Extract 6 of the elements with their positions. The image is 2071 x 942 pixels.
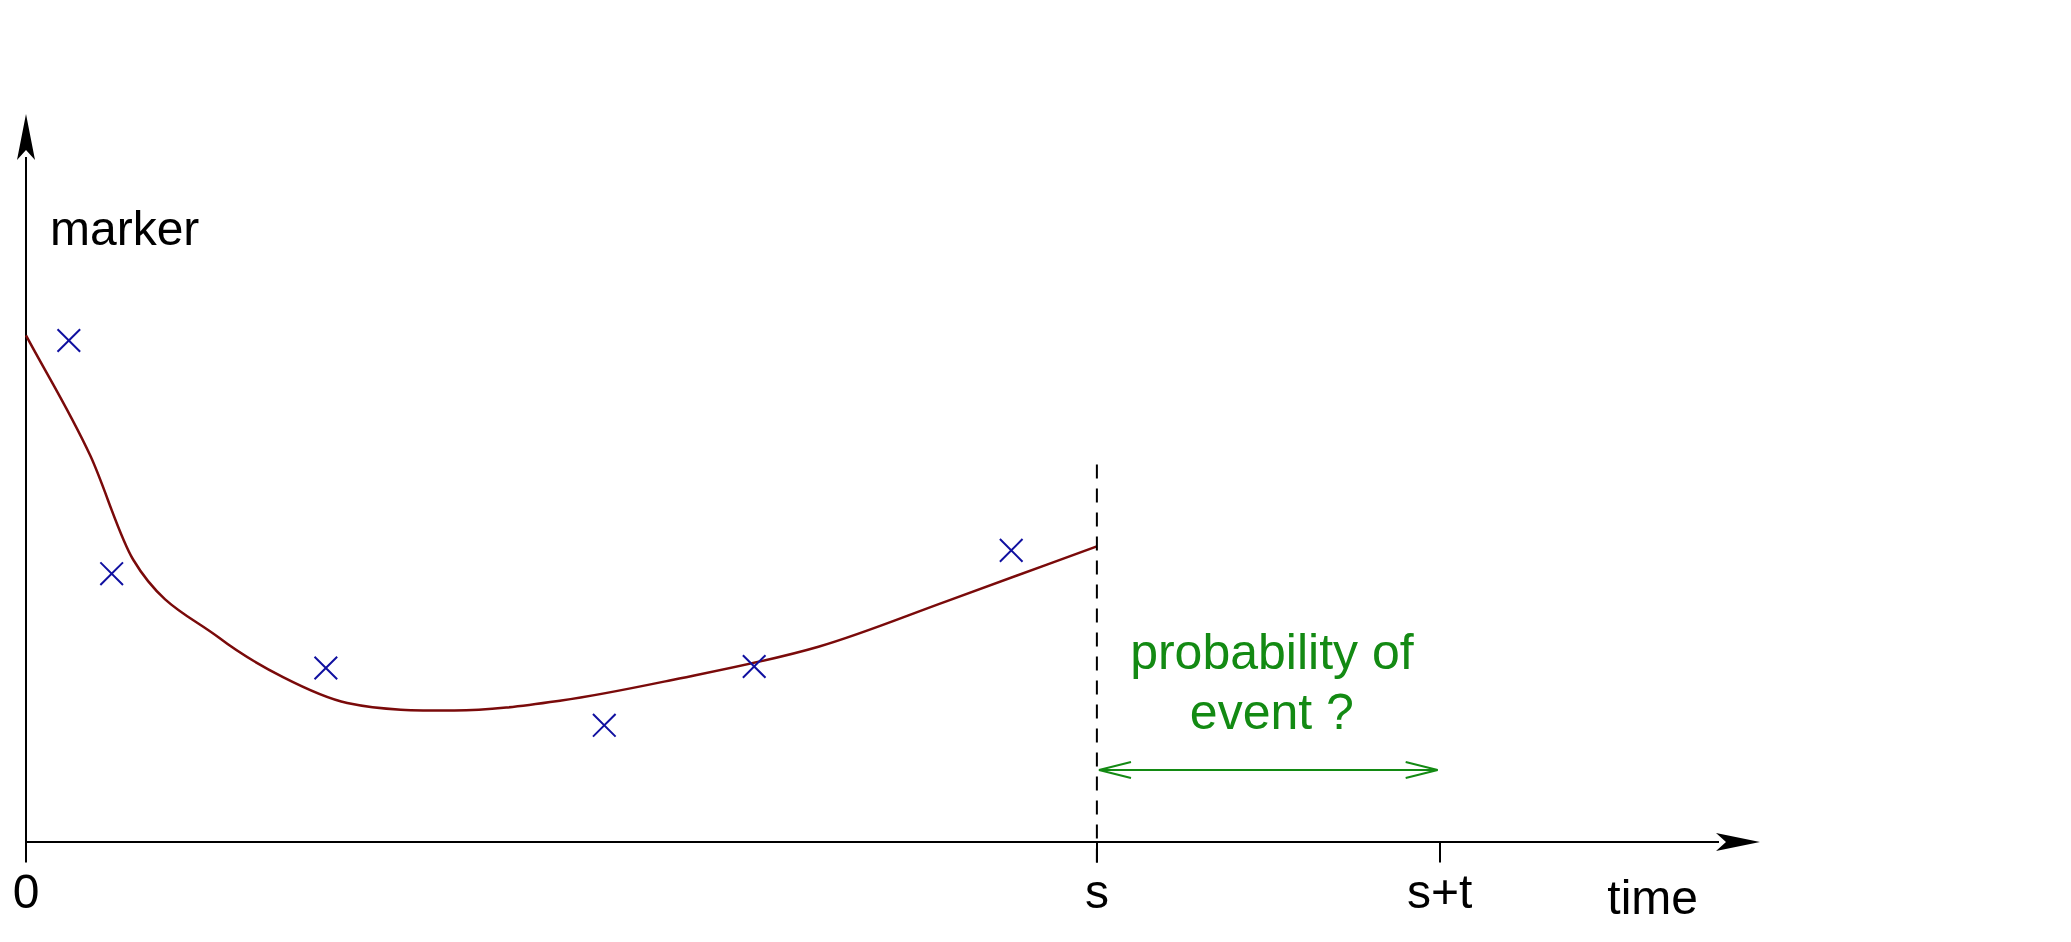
x-tick-label: s+t bbox=[1406, 865, 1473, 919]
y-axis-title: marker bbox=[50, 202, 200, 256]
x-axis-title: time bbox=[1607, 870, 1698, 924]
x-tick-label: s bbox=[1084, 865, 1109, 919]
x-tick-label: 0 bbox=[12, 865, 40, 919]
annotation: probability of event ? bbox=[1129, 623, 1415, 743]
